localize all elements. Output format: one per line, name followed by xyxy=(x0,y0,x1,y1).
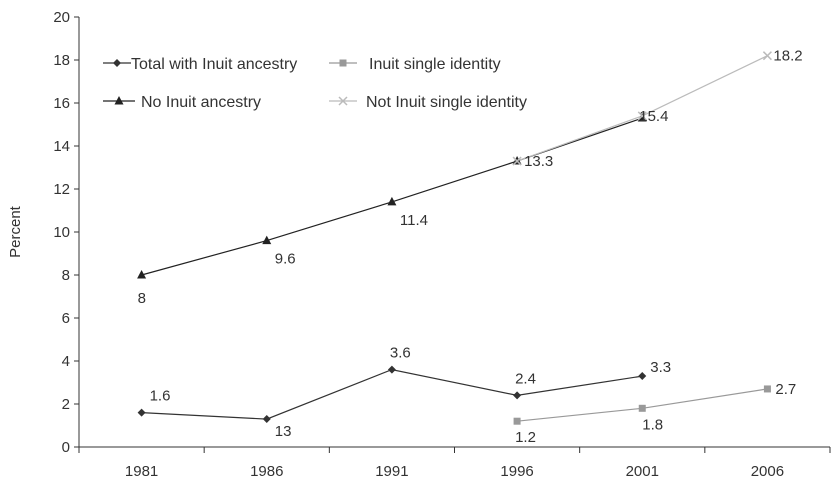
y-tick-label: 10 xyxy=(53,224,70,241)
data-label: 8 xyxy=(138,290,146,307)
data-label: 15.4 xyxy=(639,108,668,125)
y-tick-label: 6 xyxy=(62,310,70,327)
legend-marker xyxy=(339,59,347,67)
data-label: 11.4 xyxy=(400,212,428,229)
data-label: 13.3 xyxy=(524,153,553,170)
series-line-0 xyxy=(141,368,643,420)
x-tick-label: 1991 xyxy=(375,463,408,480)
x-tick-label: 1996 xyxy=(500,463,533,480)
legend-label: No Inuit ancestry xyxy=(141,94,261,111)
y-tick-label: 0 xyxy=(62,439,70,456)
y-tick-label: 4 xyxy=(62,353,70,370)
data-point xyxy=(638,404,646,412)
data-point xyxy=(262,415,271,424)
y-tick-label: 14 xyxy=(53,138,70,155)
y-tick-label: 18 xyxy=(53,52,70,69)
y-tick-label: 16 xyxy=(53,95,70,112)
data-label: 3.3 xyxy=(650,359,671,376)
data-label: 9.6 xyxy=(275,251,296,268)
x-tick-label: 2006 xyxy=(751,463,784,480)
data-point xyxy=(637,111,647,121)
data-label: 18.2 xyxy=(773,48,802,65)
data-label: 1.8 xyxy=(642,416,663,433)
legend-label: Not Inuit single identity xyxy=(366,94,527,111)
data-point xyxy=(262,235,272,245)
x-tick-label: 1981 xyxy=(125,463,158,480)
data-point xyxy=(637,113,647,122)
data-point xyxy=(137,270,147,279)
data-point xyxy=(763,385,771,393)
data-label: 1.2 xyxy=(515,429,536,446)
data-label: 2.7 xyxy=(775,381,796,398)
data-label: 3.6 xyxy=(390,345,411,362)
y-tick-label: 12 xyxy=(53,181,70,198)
x-tick-label: 1986 xyxy=(250,463,283,480)
data-point xyxy=(387,365,396,374)
legend-marker xyxy=(338,96,348,106)
data-point xyxy=(512,156,522,166)
y-tick-label: 8 xyxy=(62,267,70,284)
data-point xyxy=(762,51,772,61)
legend-marker xyxy=(114,96,124,105)
y-axis-title: Percent xyxy=(7,205,24,258)
data-label: 2.4 xyxy=(515,370,536,387)
data-label: 13 xyxy=(275,423,292,440)
data-point xyxy=(137,408,146,417)
data-label: 1.6 xyxy=(150,388,171,405)
data-point xyxy=(638,372,647,381)
legend-marker xyxy=(113,59,121,67)
y-tick-label: 20 xyxy=(53,9,70,26)
y-tick-label: 2 xyxy=(62,396,70,413)
legend-label: Inuit single identity xyxy=(369,56,501,73)
data-point xyxy=(513,391,522,400)
legend-label: Total with Inuit ancestry xyxy=(131,56,297,73)
data-point xyxy=(513,417,521,425)
series-line-2 xyxy=(141,117,643,276)
x-tick-label: 2001 xyxy=(626,463,659,480)
data-point xyxy=(387,196,397,206)
